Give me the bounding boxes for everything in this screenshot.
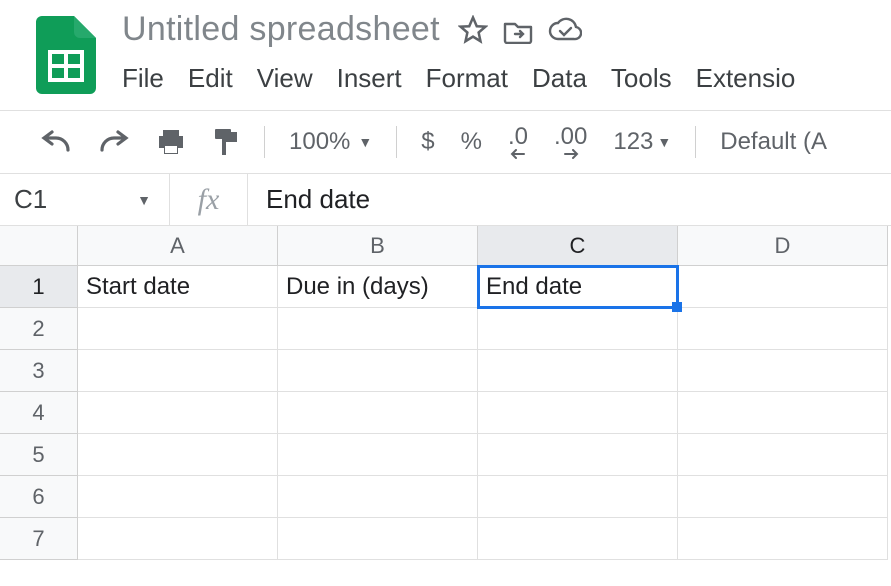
column-header-a[interactable]: A bbox=[78, 226, 278, 266]
spreadsheet-grid: A B C D 1 Start date Due in (days) End d… bbox=[0, 226, 891, 560]
menu-data[interactable]: Data bbox=[532, 63, 587, 94]
number-format-dropdown[interactable]: 123 ▼ bbox=[609, 124, 675, 160]
decrease-decimal-label: .0 bbox=[508, 125, 528, 149]
row-header-6[interactable]: 6 bbox=[0, 476, 78, 518]
menu-insert[interactable]: Insert bbox=[337, 63, 402, 94]
cell-b3[interactable] bbox=[278, 350, 478, 392]
cell-c4[interactable] bbox=[478, 392, 678, 434]
toolbar: 100% ▼ $ % .0 .00 123 ▼ Default (A bbox=[36, 121, 891, 163]
cell-a4[interactable] bbox=[78, 392, 278, 434]
toolbar-separator bbox=[264, 126, 265, 158]
move-icon[interactable] bbox=[502, 16, 534, 44]
chevron-down-icon: ▼ bbox=[358, 134, 372, 150]
name-box-value: C1 bbox=[14, 184, 47, 215]
toolbar-region: 100% ▼ $ % .0 .00 123 ▼ Default (A bbox=[0, 110, 891, 174]
select-all-corner[interactable] bbox=[0, 226, 78, 266]
cell-d3[interactable] bbox=[678, 350, 888, 392]
cell-a1[interactable]: Start date bbox=[78, 266, 278, 308]
cell-d2[interactable] bbox=[678, 308, 888, 350]
cell-a5[interactable] bbox=[78, 434, 278, 476]
increase-decimal-button[interactable]: .00 bbox=[550, 121, 591, 163]
cell-a3[interactable] bbox=[78, 350, 278, 392]
header-region: Untitled spreadsheet bbox=[0, 0, 891, 94]
percent-button[interactable]: % bbox=[457, 124, 486, 160]
menubar: File Edit View Insert Format Data Tools … bbox=[122, 63, 891, 94]
currency-button[interactable]: $ bbox=[417, 124, 438, 160]
cell-c7[interactable] bbox=[478, 518, 678, 560]
chevron-down-icon: ▼ bbox=[137, 192, 151, 208]
name-box[interactable]: C1 ▼ bbox=[0, 174, 170, 225]
row-header-1[interactable]: 1 bbox=[0, 266, 78, 308]
cell-b1[interactable]: Due in (days) bbox=[278, 266, 478, 308]
star-icon[interactable] bbox=[458, 15, 488, 45]
cell-b4[interactable] bbox=[278, 392, 478, 434]
increase-decimal-label: .00 bbox=[554, 125, 587, 149]
row-header-3[interactable]: 3 bbox=[0, 350, 78, 392]
column-header-b[interactable]: B bbox=[278, 226, 478, 266]
font-dropdown[interactable]: Default (A bbox=[716, 124, 831, 160]
cell-b7[interactable] bbox=[278, 518, 478, 560]
title-row: Untitled spreadsheet bbox=[122, 10, 891, 49]
cell-d7[interactable] bbox=[678, 518, 888, 560]
redo-icon[interactable] bbox=[94, 126, 134, 158]
column-header-d[interactable]: D bbox=[678, 226, 888, 266]
menu-format[interactable]: Format bbox=[426, 63, 508, 94]
formula-bar: C1 ▼ fx End date bbox=[0, 174, 891, 226]
cell-d4[interactable] bbox=[678, 392, 888, 434]
fx-icon: fx bbox=[170, 174, 248, 225]
cell-b6[interactable] bbox=[278, 476, 478, 518]
column-header-c[interactable]: C bbox=[478, 226, 678, 266]
cell-b2[interactable] bbox=[278, 308, 478, 350]
row-header-4[interactable]: 4 bbox=[0, 392, 78, 434]
menu-tools[interactable]: Tools bbox=[611, 63, 672, 94]
document-title[interactable]: Untitled spreadsheet bbox=[122, 10, 440, 49]
cell-c5[interactable] bbox=[478, 434, 678, 476]
row-header-2[interactable]: 2 bbox=[0, 308, 78, 350]
paint-format-icon[interactable] bbox=[208, 123, 244, 161]
cell-a7[interactable] bbox=[78, 518, 278, 560]
row-header-5[interactable]: 5 bbox=[0, 434, 78, 476]
cell-d6[interactable] bbox=[678, 476, 888, 518]
cell-a6[interactable] bbox=[78, 476, 278, 518]
menu-file[interactable]: File bbox=[122, 63, 164, 94]
sheets-logo-icon bbox=[36, 16, 96, 94]
cell-c3[interactable] bbox=[478, 350, 678, 392]
print-icon[interactable] bbox=[152, 124, 190, 160]
cloud-status-icon[interactable] bbox=[548, 17, 582, 43]
cell-c1[interactable]: End date bbox=[478, 266, 678, 308]
font-label: Default (A bbox=[720, 128, 827, 156]
cell-d1[interactable] bbox=[678, 266, 888, 308]
number-format-label: 123 bbox=[613, 128, 653, 156]
cell-d5[interactable] bbox=[678, 434, 888, 476]
decrease-decimal-button[interactable]: .0 bbox=[504, 121, 532, 163]
undo-icon[interactable] bbox=[36, 126, 76, 158]
cell-c6[interactable] bbox=[478, 476, 678, 518]
row-header-7[interactable]: 7 bbox=[0, 518, 78, 560]
cell-b5[interactable] bbox=[278, 434, 478, 476]
title-area: Untitled spreadsheet bbox=[122, 10, 891, 94]
toolbar-separator bbox=[396, 126, 397, 158]
menu-extensions[interactable]: Extensio bbox=[696, 63, 796, 94]
formula-input[interactable]: End date bbox=[248, 184, 891, 215]
toolbar-separator bbox=[695, 126, 696, 158]
cell-a2[interactable] bbox=[78, 308, 278, 350]
title-icons bbox=[458, 15, 582, 45]
menu-view[interactable]: View bbox=[257, 63, 313, 94]
cell-c2[interactable] bbox=[478, 308, 678, 350]
chevron-down-icon: ▼ bbox=[657, 134, 671, 150]
zoom-dropdown[interactable]: 100% ▼ bbox=[285, 124, 376, 160]
menu-edit[interactable]: Edit bbox=[188, 63, 233, 94]
zoom-value: 100% bbox=[289, 128, 350, 156]
